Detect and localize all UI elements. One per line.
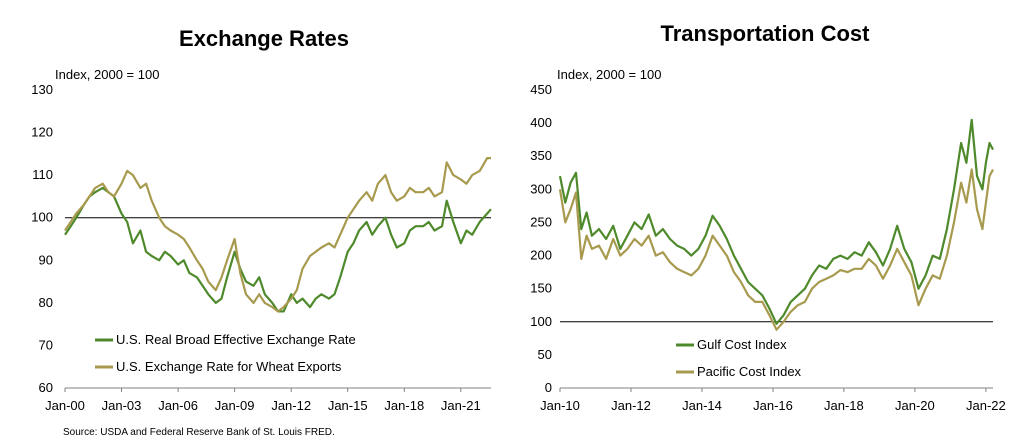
y-tick-label: 150	[530, 281, 552, 296]
y-axis-unit-label: Index, 2000 = 100	[55, 67, 159, 82]
series-line-primary	[558, 118, 994, 325]
x-tick-label: Jan-16	[753, 398, 793, 413]
x-tick-label: Jan-18	[824, 398, 864, 413]
x-tick-label: Jan-10	[540, 398, 580, 413]
exchange-rates-chart: Exchange Rates Index, 2000 = 100 60 70 80 9…	[31, 26, 492, 413]
x-tick-label: Jan-12	[271, 398, 311, 413]
y-tick-label: 130	[31, 82, 53, 97]
y-axis-unit-label: Index, 2000 = 100	[557, 67, 661, 82]
y-tick-label: 80	[39, 295, 53, 310]
y-tick-label: 50	[538, 347, 552, 362]
y-tick-label: 90	[39, 252, 53, 267]
series-lines	[64, 157, 492, 313]
y-tick-label: 400	[530, 115, 552, 130]
legend: Gulf Cost Index Pacific Cost Index	[676, 337, 802, 379]
y-tick-label: 450	[530, 82, 552, 97]
x-tick-labels: Jan-00 Jan-03 Jan-06 Jan-09 Jan-12 Jan-15 Jan-…	[45, 388, 481, 413]
x-tick-label: Jan-12	[611, 398, 651, 413]
y-tick-label: 120	[31, 125, 53, 140]
x-tick-label: Jan-18	[384, 398, 424, 413]
x-tick-label: Jan-15	[328, 398, 368, 413]
x-tick-label: Jan-21	[441, 398, 481, 413]
legend-label-gulf: Gulf Cost Index	[697, 337, 787, 352]
x-tick-label: Jan-14	[682, 398, 722, 413]
transportation-cost-chart: Transportation Cost Index, 2000 = 100 0 5…	[530, 21, 1005, 413]
legend-label-pacific: Pacific Cost Index	[697, 364, 802, 379]
legend-label-real-broad: U.S. Real Broad Effective Exchange Rate	[116, 332, 356, 347]
legend-label-wheat-exports: U.S. Exchange Rate for Wheat Exports	[116, 359, 342, 374]
y-tick-label: 70	[39, 337, 53, 352]
chart-title: Transportation Cost	[660, 21, 870, 46]
y-tick-labels: 60 70 80 90 100 110 120 130	[31, 82, 53, 395]
y-tick-label: 100	[530, 314, 552, 329]
y-tick-label: 100	[31, 210, 53, 225]
y-tick-label: 0	[545, 380, 552, 395]
x-tick-label: Jan-09	[215, 398, 255, 413]
series-line-secondary	[558, 168, 994, 331]
source-note: Source: USDA and Federal Reserve Bank of…	[63, 427, 335, 438]
x-tick-label: Jan-00	[45, 398, 85, 413]
x-tick-label: Jan-20	[895, 398, 935, 413]
x-tick-label: Jan-03	[102, 398, 142, 413]
y-tick-label: 200	[530, 248, 552, 263]
x-tick-label: Jan-06	[158, 398, 198, 413]
y-tick-label: 60	[39, 380, 53, 395]
y-tick-label: 350	[530, 148, 552, 163]
chart-title: Exchange Rates	[179, 26, 349, 51]
y-tick-labels: 0 50 100 150 200 250 300 350 400 450	[530, 82, 552, 395]
x-tick-label: Jan-22	[966, 398, 1006, 413]
legend: U.S. Real Broad Effective Exchange Rate …	[95, 332, 356, 374]
y-tick-label: 300	[530, 181, 552, 196]
series-line-secondary	[64, 157, 491, 313]
series-lines	[558, 118, 994, 331]
x-tick-labels: Jan-10 Jan-12 Jan-14 Jan-16 Jan-18 Jan-20 Jan-…	[540, 388, 1006, 413]
y-tick-label: 250	[530, 214, 552, 229]
series-line-primary	[64, 186, 492, 313]
y-tick-label: 110	[32, 167, 53, 182]
